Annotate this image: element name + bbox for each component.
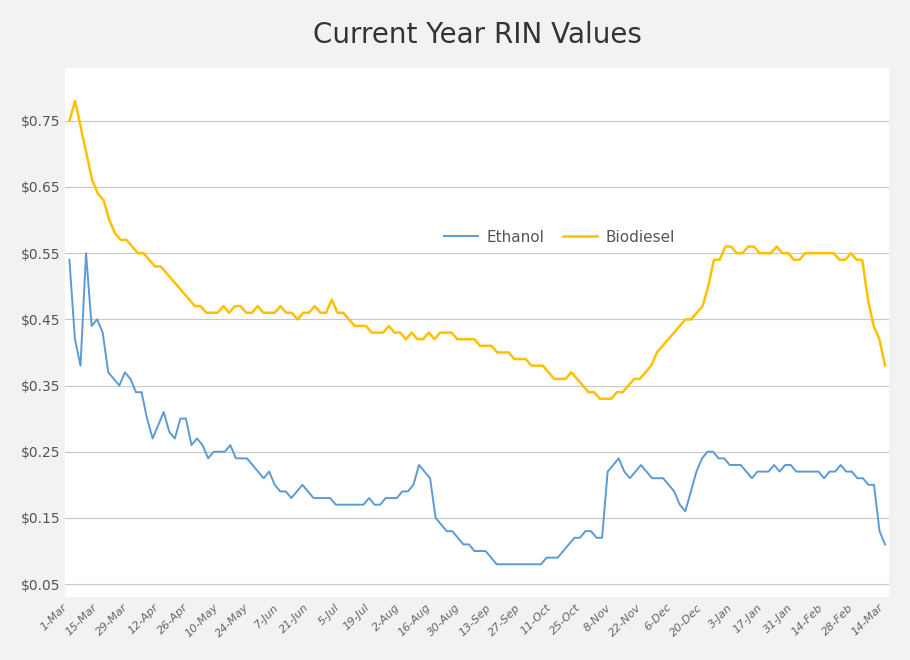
Ethanol — [474, 547, 485, 555]
Title: Current Year RIN Values: Current Year RIN Values — [313, 21, 642, 49]
Biodiesel — [64, 117, 75, 125]
Legend: Ethanol, Biodiesel: Ethanol, Biodiesel — [438, 224, 682, 251]
Line: Biodiesel: Biodiesel — [69, 101, 885, 399]
Ethanol — [81, 249, 92, 257]
Biodiesel — [70, 97, 81, 105]
Biodiesel — [320, 309, 331, 317]
Biodiesel — [594, 395, 605, 403]
Ethanol — [652, 475, 663, 482]
Ethanol — [880, 541, 891, 548]
Ethanol — [64, 256, 75, 264]
Biodiesel — [126, 243, 137, 251]
Biodiesel — [657, 342, 668, 350]
Ethanol — [458, 541, 469, 548]
Biodiesel — [189, 302, 200, 310]
Biodiesel — [732, 249, 743, 257]
Biodiesel — [743, 243, 753, 251]
Ethanol — [491, 560, 502, 568]
Ethanol — [125, 375, 136, 383]
Ethanol — [574, 534, 585, 542]
Line: Ethanol: Ethanol — [69, 253, 885, 564]
Ethanol — [225, 441, 236, 449]
Biodiesel — [880, 362, 891, 370]
